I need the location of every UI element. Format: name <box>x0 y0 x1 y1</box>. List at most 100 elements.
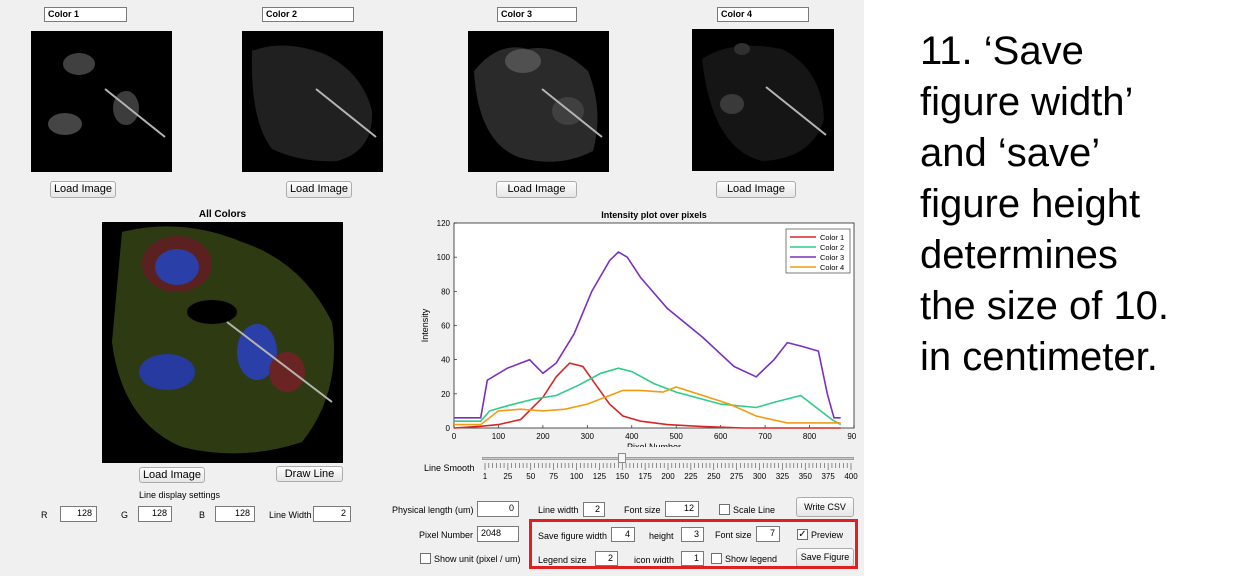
series-line-3 <box>454 251 841 419</box>
physical-length-label: Physical length (um) <box>392 505 474 515</box>
legend-label-3: Color 3 <box>820 253 844 262</box>
show-unit-label: Show unit (pixel / um) <box>434 554 521 564</box>
font-size-input[interactable]: 12 <box>665 501 699 517</box>
b-label: B <box>199 510 206 520</box>
draw-line-button[interactable]: Draw Line <box>276 466 343 482</box>
b-input[interactable]: 128 <box>215 506 255 522</box>
line-display-settings-label: Line display settings <box>139 490 221 500</box>
x-tick-label: 600 <box>714 432 728 441</box>
g-input[interactable]: 128 <box>138 506 172 522</box>
pixel-number-input[interactable]: 2048 <box>477 526 519 542</box>
color2-load-button[interactable]: Load Image <box>286 181 352 198</box>
slider-track <box>482 457 854 460</box>
series-line-1 <box>453 362 841 429</box>
caption-line: in centimeter. <box>920 335 1158 379</box>
slider-tick-label: 275 <box>729 472 744 481</box>
slider-tick-label: 325 <box>775 472 790 481</box>
caption-line: figure height <box>920 182 1141 226</box>
x-tick-label: 500 <box>670 432 684 441</box>
slider-thumb[interactable] <box>617 453 626 463</box>
y-tick-label: 0 <box>446 424 451 433</box>
caption-line: the size of 10. <box>920 284 1170 328</box>
line-width2-label: Line width <box>538 505 579 515</box>
color4-image <box>692 29 834 171</box>
legend-size-input[interactable]: 2 <box>595 551 618 566</box>
slider-tick-labels: 1 25 50 75 100 125 150 175 200 225 250 275 300 325 350… <box>482 472 858 484</box>
x-axis-label: Pixel Number <box>627 442 681 447</box>
color1-load-button[interactable]: Load Image <box>50 181 116 198</box>
slider-tick-label: 25 <box>503 472 513 481</box>
x-tick-label: 900 <box>847 432 856 441</box>
slider-tick-label: 250 <box>707 472 721 481</box>
y-tick-label: 80 <box>441 287 450 296</box>
caption-line: and ‘save’ <box>920 131 1101 175</box>
legend-label-2: Color 2 <box>820 243 844 252</box>
slider-tick-label: 50 <box>526 472 536 481</box>
color1-image <box>31 31 172 172</box>
line-width-label: Line Width <box>269 510 312 520</box>
scale-line-checkbox[interactable] <box>719 504 730 515</box>
height-input[interactable]: 3 <box>681 527 704 542</box>
font-size2-label: Font size <box>715 530 752 540</box>
slider-tick-label: 350 <box>798 472 812 481</box>
preview-checkbox[interactable]: ✓ <box>797 529 808 540</box>
height-label: height <box>649 531 674 541</box>
line-width2-input[interactable]: 2 <box>583 502 605 517</box>
g-label: G <box>121 510 129 520</box>
write-csv-button[interactable]: Write CSV <box>796 497 854 517</box>
app-window: Color 1 Load Image Color 2 Load Image Co… <box>0 0 864 576</box>
x-tick-label: 0 <box>452 432 457 441</box>
series-line-2 <box>454 367 842 426</box>
preview-label: Preview <box>811 530 844 540</box>
show-unit-checkbox[interactable] <box>420 553 431 564</box>
scale-line-label: Scale Line <box>733 505 776 515</box>
color4-load-button[interactable]: Load Image <box>716 181 796 198</box>
y-tick-label: 60 <box>441 322 450 331</box>
x-tick-label: 100 <box>492 432 506 441</box>
y-tick-label: 40 <box>441 356 450 365</box>
line-smooth-slider[interactable]: 1 25 50 75 100 125 150 175 200 225 250 275 300 325 350… <box>482 453 858 485</box>
slider-tick-label: 200 <box>661 472 675 481</box>
x-tick-label: 800 <box>803 432 817 441</box>
slider-tick-label: 175 <box>638 472 652 481</box>
color2-name-field[interactable]: Color 2 <box>262 7 354 22</box>
y-tick-label: 120 <box>437 219 451 228</box>
color2-image <box>242 31 383 172</box>
save-figure-width-input[interactable]: 4 <box>611 527 635 542</box>
slider-tick-label: 100 <box>569 472 584 481</box>
show-legend-checkbox[interactable] <box>711 553 722 564</box>
icon-width-label: icon width <box>634 555 675 565</box>
color1-name-field[interactable]: Color 1 <box>44 7 127 22</box>
legend-size-label: Legend size <box>538 555 587 565</box>
legend-label-1: Color 1 <box>820 233 844 242</box>
font-size2-input[interactable]: 7 <box>756 526 780 542</box>
x-tick-label: 200 <box>536 432 550 441</box>
chart-title: Intensity plot over pixels <box>601 210 707 220</box>
legend-label-4: Color 4 <box>820 263 844 272</box>
line-smooth-label: Line Smooth <box>424 463 475 473</box>
caption-line: 11. ‘Save <box>920 29 1084 73</box>
color3-name-field[interactable]: Color 3 <box>497 7 577 22</box>
slider-tick-label: 400 <box>844 472 858 481</box>
caption-line: figure width’ <box>920 80 1134 124</box>
slide-caption: 11. ‘Save figure width’ and ‘save’ figur… <box>920 26 1230 383</box>
highlight-box <box>529 519 858 569</box>
color3-load-button[interactable]: Load Image <box>496 181 577 198</box>
slider-tick-label: 375 <box>821 472 835 481</box>
all-colors-load-button[interactable]: Load Image <box>139 467 205 483</box>
show-legend-label: Show legend <box>725 554 778 564</box>
x-tick-label: 300 <box>581 432 595 441</box>
icon-width-input[interactable]: 1 <box>681 551 704 566</box>
slider-tick-label: 150 <box>615 472 629 481</box>
slider-tick-label: 225 <box>684 472 698 481</box>
color4-name-field[interactable]: Color 4 <box>717 7 809 22</box>
x-tick-label: 400 <box>625 432 639 441</box>
line-width-input[interactable]: 2 <box>313 506 351 522</box>
font-size-label: Font size <box>624 505 661 515</box>
caption-line: determines <box>920 233 1118 277</box>
series-line-4 <box>454 386 841 426</box>
physical-length-input[interactable]: 0 <box>477 501 519 517</box>
slider-tick-label: 125 <box>592 472 607 481</box>
r-input[interactable]: 128 <box>60 506 97 522</box>
